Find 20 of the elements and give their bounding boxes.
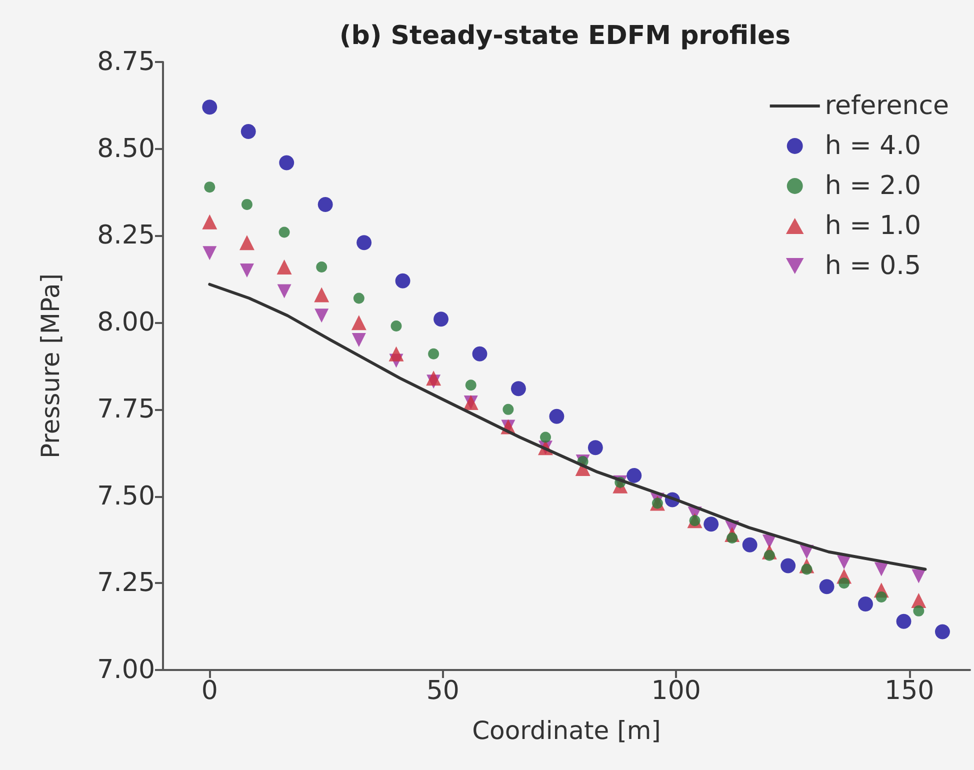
y-tick-label: 7.00	[97, 655, 155, 685]
legend-label: h = 4.0	[824, 131, 922, 161]
y-tick-label: 8.25	[97, 220, 155, 251]
y-tick-label: 8.75	[97, 47, 155, 77]
y-tick-label: 7.75	[97, 394, 155, 424]
x-axis-title: Coordinate [m]	[472, 716, 661, 745]
legend-label: h = 2.0	[824, 171, 922, 201]
chart-title: (b) Steady-state EDFM profiles	[339, 21, 791, 51]
x-tick-label: 50	[426, 676, 460, 706]
legend-label: h = 0.5	[824, 251, 922, 281]
x-tick-label: 0	[201, 676, 218, 706]
legend-label: reference	[824, 91, 950, 121]
x-tick-label: 100	[651, 676, 701, 706]
y-tick-label: 7.50	[97, 481, 155, 512]
x-tick-label: 150	[884, 676, 934, 706]
y-tick-label: 7.25	[97, 568, 155, 598]
legend-label: h = 1.0	[824, 211, 922, 241]
y-axis-title: Pressure [MPa]	[36, 273, 65, 459]
y-tick-label: 8.50	[97, 134, 155, 164]
y-tick-label: 8.00	[97, 308, 155, 338]
